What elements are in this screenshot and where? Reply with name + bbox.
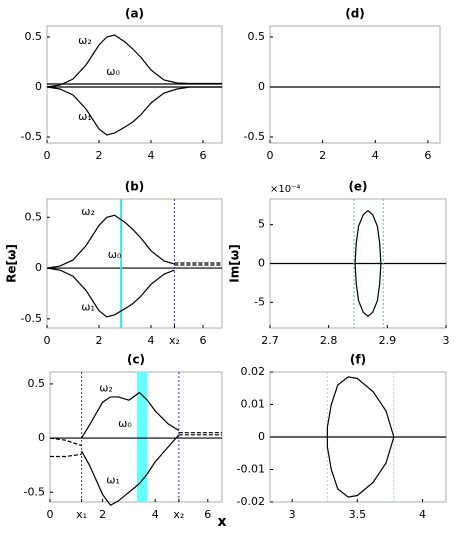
x-tick-label: 2: [96, 149, 103, 162]
plot-frame: [49, 371, 223, 503]
y-tick-label: 0.5: [25, 30, 43, 43]
curve: [50, 453, 82, 458]
y-tick-label: -0.02: [237, 495, 265, 508]
x-tick-label: 3: [289, 508, 296, 521]
panel-title: (e): [348, 180, 367, 194]
y-multiplier: ×10⁻⁴: [270, 184, 300, 195]
panel-title: (a): [125, 7, 144, 21]
x-tick-label: x₂: [173, 508, 184, 521]
annotation: ω₀: [118, 417, 132, 430]
y-tick-label: 0: [38, 431, 45, 444]
y-tick-label: 0.02: [241, 365, 266, 378]
x-tick-label: 6: [204, 508, 211, 521]
curve: [81, 434, 180, 507]
x-tick-label: 3: [443, 334, 450, 347]
x-tick-label: 0: [267, 149, 274, 162]
y-tick-label: -0.5: [24, 485, 45, 498]
x-tick-label: 3.5: [349, 508, 367, 521]
y-tick-label: 0: [35, 80, 42, 93]
annotation: ω₀: [106, 65, 120, 78]
plot-frame: [46, 198, 223, 329]
y-axis-label: Re[ω]: [5, 244, 19, 283]
band: [136, 372, 148, 502]
x-tick-label: 6: [424, 149, 431, 162]
y-tick-label: -0.5: [21, 312, 42, 325]
panel-title: (d): [345, 7, 365, 21]
x-tick-label: 2: [319, 149, 326, 162]
panel-title: (b): [125, 180, 145, 194]
annotation: ω₁: [81, 301, 95, 314]
x-tick-label: 2.7: [261, 334, 279, 347]
x-tick-label: 0: [44, 149, 51, 162]
curve: [46, 34, 222, 88]
curve: [326, 376, 395, 498]
curve: [49, 437, 82, 447]
x-tick-label: x₁: [76, 508, 87, 521]
y-tick-label: 5: [258, 218, 265, 231]
x-tick-label: 0: [44, 334, 51, 347]
x-tick-label: 2: [99, 508, 106, 521]
curve: [46, 214, 175, 269]
y-tick-label: -0.5: [21, 130, 42, 143]
x-tick-label: 6: [200, 334, 207, 347]
y-tick-label: -5: [254, 295, 265, 308]
plot-frame: [269, 25, 441, 144]
x-tick-label: 4: [148, 334, 155, 347]
curve: [46, 86, 222, 136]
y-tick-label: 0: [258, 80, 265, 93]
x-tick-label: 2.8: [320, 334, 338, 347]
y-axis-label: Im[ω]: [228, 244, 242, 282]
curve: [354, 209, 382, 318]
y-tick-label: 0: [258, 430, 265, 443]
x-tick-label: 4: [152, 508, 159, 521]
x-axis-label: x: [217, 514, 226, 530]
x-tick-label: x₂: [169, 334, 180, 347]
annotation: ω₁: [78, 110, 92, 123]
y-tick-label: 0.5: [28, 377, 46, 390]
x-tick-label: 4: [148, 149, 155, 162]
curve: [81, 391, 180, 439]
annotation: ω₂: [81, 205, 95, 218]
y-tick-label: -0.01: [237, 463, 265, 476]
panel-title: (c): [127, 353, 145, 367]
x-tick-label: 0: [47, 508, 54, 521]
y-tick-label: 0.01: [241, 398, 266, 411]
annotation: ω₂: [99, 381, 113, 394]
y-tick-label: 0.5: [248, 30, 266, 43]
annotation: ω₀: [108, 248, 122, 261]
annotation: ω₁: [106, 473, 120, 486]
y-tick-label: 0: [258, 257, 265, 270]
y-tick-label: -0.5: [244, 130, 265, 143]
x-tick-label: 4: [419, 508, 426, 521]
x-tick-label: 6: [200, 149, 207, 162]
y-tick-label: 0: [35, 261, 42, 274]
y-tick-label: 0.5: [25, 210, 43, 223]
curve: [46, 267, 175, 318]
x-tick-label: 2: [96, 334, 103, 347]
x-tick-label: 4: [372, 149, 379, 162]
x-tick-label: 2.9: [379, 334, 397, 347]
panel-title: (f): [350, 353, 366, 367]
annotation: ω₂: [78, 34, 92, 47]
